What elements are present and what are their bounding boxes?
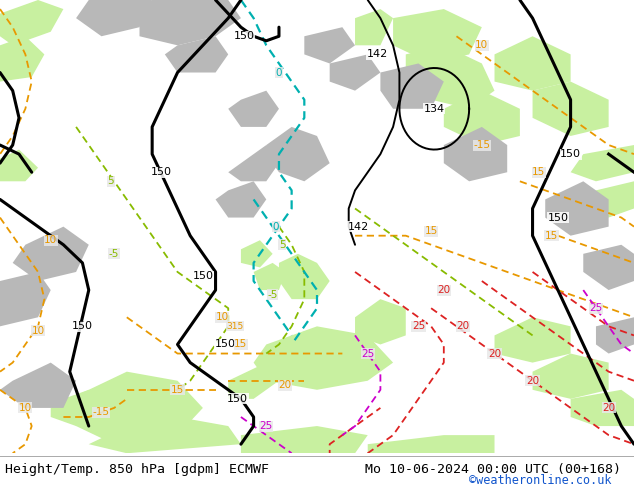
Text: 20: 20 bbox=[526, 376, 539, 386]
Text: 15: 15 bbox=[545, 231, 558, 241]
Polygon shape bbox=[51, 390, 101, 426]
Text: -5: -5 bbox=[268, 290, 278, 299]
Polygon shape bbox=[165, 36, 228, 73]
Polygon shape bbox=[254, 263, 285, 290]
Text: 25: 25 bbox=[361, 348, 374, 359]
Polygon shape bbox=[545, 181, 609, 236]
Text: 15: 15 bbox=[533, 167, 545, 177]
Text: 15: 15 bbox=[235, 340, 247, 349]
Text: 315: 315 bbox=[226, 322, 243, 331]
Text: -5: -5 bbox=[109, 249, 119, 259]
Text: 150: 150 bbox=[227, 394, 249, 404]
Polygon shape bbox=[254, 326, 393, 390]
Text: 20: 20 bbox=[602, 403, 615, 413]
Text: 10: 10 bbox=[32, 326, 44, 336]
Polygon shape bbox=[139, 0, 241, 46]
Text: Mo 10-06-2024 00:00 UTC (00+168): Mo 10-06-2024 00:00 UTC (00+168) bbox=[365, 463, 621, 476]
Text: 150: 150 bbox=[547, 213, 569, 222]
Polygon shape bbox=[0, 0, 63, 46]
Text: 10: 10 bbox=[44, 235, 57, 245]
Polygon shape bbox=[63, 371, 203, 444]
Text: 20: 20 bbox=[488, 348, 501, 359]
Polygon shape bbox=[355, 299, 406, 344]
Polygon shape bbox=[0, 36, 44, 82]
Text: 5: 5 bbox=[279, 240, 285, 250]
Polygon shape bbox=[406, 46, 495, 109]
Polygon shape bbox=[304, 27, 355, 64]
Text: 150: 150 bbox=[560, 149, 581, 159]
Polygon shape bbox=[279, 254, 330, 299]
Polygon shape bbox=[583, 245, 634, 290]
Text: 142: 142 bbox=[347, 221, 369, 232]
Text: 25: 25 bbox=[412, 321, 425, 331]
Text: 10: 10 bbox=[476, 40, 488, 50]
Polygon shape bbox=[0, 363, 76, 408]
Text: 0: 0 bbox=[273, 221, 279, 232]
Polygon shape bbox=[444, 127, 507, 181]
Polygon shape bbox=[380, 64, 444, 109]
Text: -15: -15 bbox=[474, 140, 490, 150]
Polygon shape bbox=[76, 0, 152, 36]
Polygon shape bbox=[266, 127, 330, 181]
Text: Height/Temp. 850 hPa [gdpm] ECMWF: Height/Temp. 850 hPa [gdpm] ECMWF bbox=[5, 463, 269, 476]
Polygon shape bbox=[495, 36, 571, 91]
Polygon shape bbox=[583, 181, 634, 218]
Polygon shape bbox=[368, 435, 495, 453]
Polygon shape bbox=[216, 181, 266, 218]
Text: 150: 150 bbox=[192, 271, 214, 281]
Polygon shape bbox=[571, 390, 634, 426]
Text: 10: 10 bbox=[19, 403, 32, 413]
Text: 142: 142 bbox=[366, 49, 388, 59]
Polygon shape bbox=[0, 272, 51, 326]
Text: 150: 150 bbox=[151, 167, 172, 177]
Text: 150: 150 bbox=[233, 31, 255, 41]
Text: 5: 5 bbox=[108, 176, 114, 186]
Text: 20: 20 bbox=[437, 285, 450, 295]
Polygon shape bbox=[355, 9, 393, 46]
Polygon shape bbox=[13, 226, 89, 281]
Text: 20: 20 bbox=[456, 321, 469, 331]
Text: 25: 25 bbox=[260, 421, 273, 431]
Polygon shape bbox=[330, 54, 380, 91]
Text: 150: 150 bbox=[214, 340, 236, 349]
Polygon shape bbox=[89, 417, 241, 453]
Text: ©weatheronline.co.uk: ©weatheronline.co.uk bbox=[469, 474, 612, 487]
Text: 20: 20 bbox=[279, 380, 292, 390]
Polygon shape bbox=[228, 363, 279, 399]
Polygon shape bbox=[241, 426, 368, 453]
Text: 10: 10 bbox=[216, 312, 228, 322]
Polygon shape bbox=[444, 91, 520, 145]
Text: 0: 0 bbox=[276, 68, 282, 77]
Polygon shape bbox=[228, 91, 279, 127]
Polygon shape bbox=[228, 145, 279, 181]
Text: 134: 134 bbox=[424, 104, 445, 114]
Polygon shape bbox=[533, 354, 609, 399]
Polygon shape bbox=[241, 240, 273, 268]
Text: 150: 150 bbox=[72, 321, 93, 331]
Polygon shape bbox=[393, 9, 482, 64]
Polygon shape bbox=[596, 318, 634, 354]
Polygon shape bbox=[495, 318, 571, 363]
Text: 15: 15 bbox=[171, 385, 184, 395]
Text: -15: -15 bbox=[93, 408, 110, 417]
Polygon shape bbox=[0, 149, 38, 181]
Text: 25: 25 bbox=[590, 303, 602, 313]
Polygon shape bbox=[533, 82, 609, 136]
Text: 15: 15 bbox=[425, 226, 437, 236]
Polygon shape bbox=[571, 145, 634, 181]
